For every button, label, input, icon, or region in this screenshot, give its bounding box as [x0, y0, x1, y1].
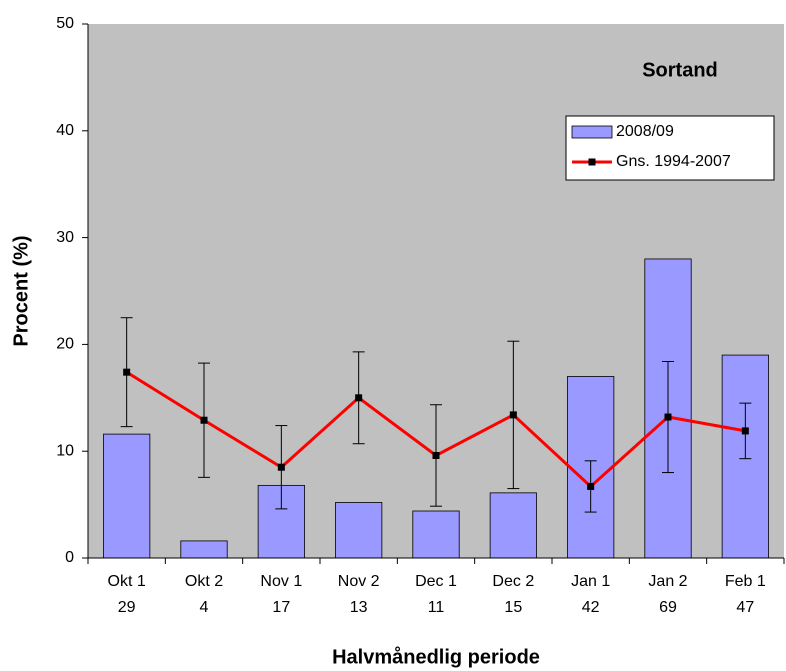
line-marker: [432, 451, 440, 459]
x-tick-label: Okt 1: [108, 573, 146, 590]
x-tick-label: Okt 2: [185, 573, 223, 590]
bar: [489, 492, 537, 559]
y-tick-label: 40: [56, 122, 74, 139]
y-tick-label: 30: [56, 229, 74, 246]
y-tick-label: 0: [65, 549, 74, 566]
bar: [180, 540, 228, 559]
legend-marker: [588, 158, 596, 166]
line-marker: [355, 394, 363, 402]
x-tick-count: 11: [428, 599, 445, 616]
line-marker: [277, 463, 285, 471]
x-tick-count: 29: [118, 599, 136, 616]
line-marker: [664, 413, 672, 421]
y-tick-label: 20: [56, 336, 74, 353]
legend-label: 2008/09: [616, 123, 674, 140]
line-marker: [587, 482, 595, 490]
bar: [335, 502, 383, 559]
y-tick-label: 50: [56, 15, 74, 32]
y-tick-label: 10: [56, 442, 74, 459]
x-tick-label: Feb 1: [725, 573, 766, 590]
chart-title: Sortand: [642, 59, 718, 81]
x-tick-count: 42: [582, 599, 600, 616]
x-tick-label: Nov 1: [260, 573, 302, 590]
legend-swatch: [571, 125, 613, 139]
legend-label: Gns. 1994-2007: [616, 153, 731, 170]
x-tick-count: 47: [736, 599, 754, 616]
x-tick-label: Jan 2: [648, 573, 687, 590]
x-tick-label: Dec 1: [415, 573, 457, 590]
x-axis-title: Halvmånedlig periode: [332, 645, 540, 668]
x-tick-label: Nov 2: [338, 573, 380, 590]
x-tick-count: 4: [200, 599, 209, 616]
line-marker: [123, 368, 131, 376]
bar: [412, 510, 460, 559]
line-marker: [509, 411, 517, 419]
bar: [103, 433, 151, 559]
x-tick-count: 69: [659, 599, 677, 616]
x-tick-count: 17: [272, 599, 290, 616]
y-axis-title: Procent (%): [10, 235, 32, 346]
x-tick-count: 13: [350, 599, 368, 616]
line-marker: [200, 416, 208, 424]
x-tick-label: Jan 1: [571, 573, 610, 590]
x-tick-count: 15: [504, 599, 522, 616]
line-marker: [741, 427, 749, 435]
x-tick-label: Dec 2: [492, 573, 534, 590]
